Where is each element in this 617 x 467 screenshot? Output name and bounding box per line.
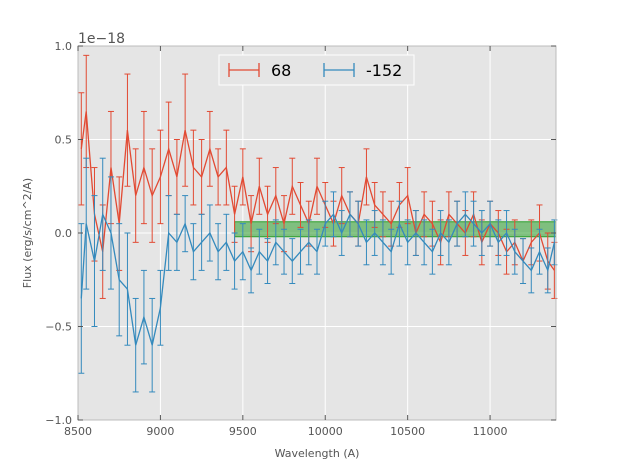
x-tick-label: 8500 (64, 425, 92, 438)
x-tick-label: 10500 (390, 425, 425, 438)
legend-entry-1: -152 (323, 61, 402, 80)
x-axis-label: Wavelength (A) (275, 447, 360, 460)
series-1 (78, 157, 558, 393)
legend-label: 68 (271, 61, 291, 80)
y-tick-label: 0.5 (55, 134, 73, 147)
series-line (80, 212, 556, 346)
y-tick-label: 1.0 (55, 40, 73, 53)
legend-entry-0: 68 (228, 61, 291, 80)
x-tick-label: 9500 (229, 425, 257, 438)
legend: 68 -152 (218, 54, 415, 86)
y-tick-label: −0.5 (45, 321, 72, 334)
series-layer (78, 54, 558, 393)
y-tick-label: −1.0 (45, 414, 72, 427)
legend-label: -152 (366, 61, 402, 80)
x-tick-label: 10000 (308, 425, 343, 438)
y-tick-label: 0.0 (55, 227, 73, 240)
y-axis-label: Flux (erg/s/cm^2/A) (21, 178, 34, 288)
x-tick-label: 11000 (473, 425, 508, 438)
axis-ticks: 8500 9000 9500 10000 10500 11000 −1.0 −0.5 0.0 0.… (45, 40, 556, 438)
y-offset-label: 1e−18 (78, 31, 125, 47)
x-tick-label: 9000 (146, 425, 174, 438)
series-line (80, 111, 555, 271)
